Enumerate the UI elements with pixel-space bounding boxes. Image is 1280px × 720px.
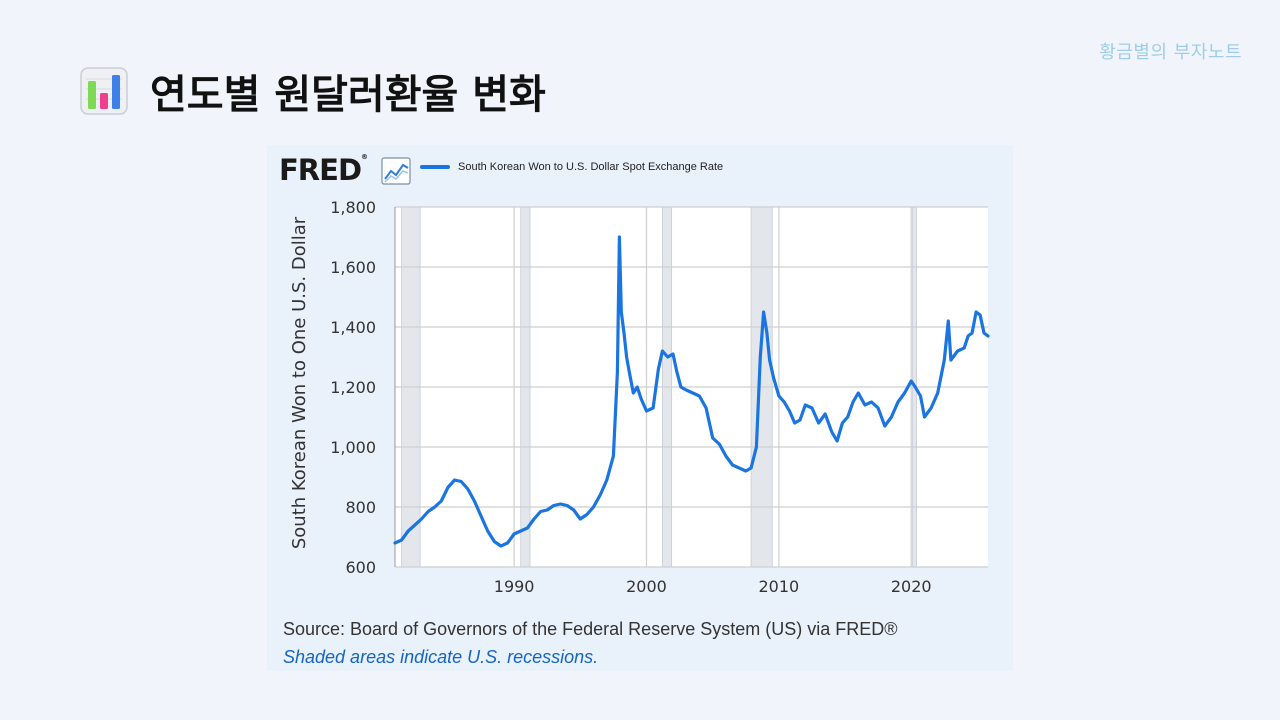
fred-logo-mark: ® [361, 153, 368, 161]
line-chart-icon [381, 157, 411, 185]
recession-note: Shaded areas indicate U.S. recessions. [283, 647, 599, 667]
y-tick-label-1000: 1,000 [330, 438, 376, 457]
grid-lines [394, 206, 988, 568]
y-tick-label-800: 800 [345, 498, 376, 517]
chart-plot: 600 800 1,000 1,200 1,400 1,600 1,800 1990 2000… [289, 198, 990, 596]
y-axis-label: South Korean Won to One U.S. Dollar [289, 216, 310, 549]
page-title-row: 연도별 원달러환율 변화 [80, 62, 546, 120]
exchange-rate-line [393, 235, 990, 548]
brand-note: 황금별의 부자노트 [1099, 42, 1242, 63]
x-tick-labels: 1990 2000 2010 2020 [494, 577, 932, 596]
page-title: 연도별 원달러환율 변화 [150, 72, 546, 118]
x-tick-label-2010: 2010 [759, 577, 800, 596]
y-tick-label-1600: 1,600 [330, 258, 376, 277]
y-tick-label-1400: 1,400 [330, 318, 376, 337]
y-tick-label-600: 600 [345, 558, 376, 577]
x-tick-label-1990: 1990 [494, 577, 535, 596]
y-tick-labels: 600 800 1,000 1,200 1,400 1,600 1,800 [330, 198, 376, 577]
fred-chart-card: FRED® South Korean Won to U.S. Dollar Sp… [267, 145, 1013, 671]
legend-line-swatch [420, 165, 450, 169]
fred-logo[interactable]: FRED® [279, 153, 368, 187]
chart-legend: South Korean Won to U.S. Dollar Spot Exc… [420, 161, 723, 173]
legend-label: South Korean Won to U.S. Dollar Spot Exc… [458, 161, 724, 173]
y-tick-label-1200: 1,200 [330, 378, 376, 397]
y-tick-label-1800: 1,800 [330, 198, 376, 217]
x-tick-label-2020: 2020 [891, 577, 932, 596]
x-tick-label-2000: 2000 [626, 577, 667, 596]
source-text: Source: Board of Governors of the Federa… [283, 619, 898, 639]
bar-chart-icon [80, 67, 128, 115]
